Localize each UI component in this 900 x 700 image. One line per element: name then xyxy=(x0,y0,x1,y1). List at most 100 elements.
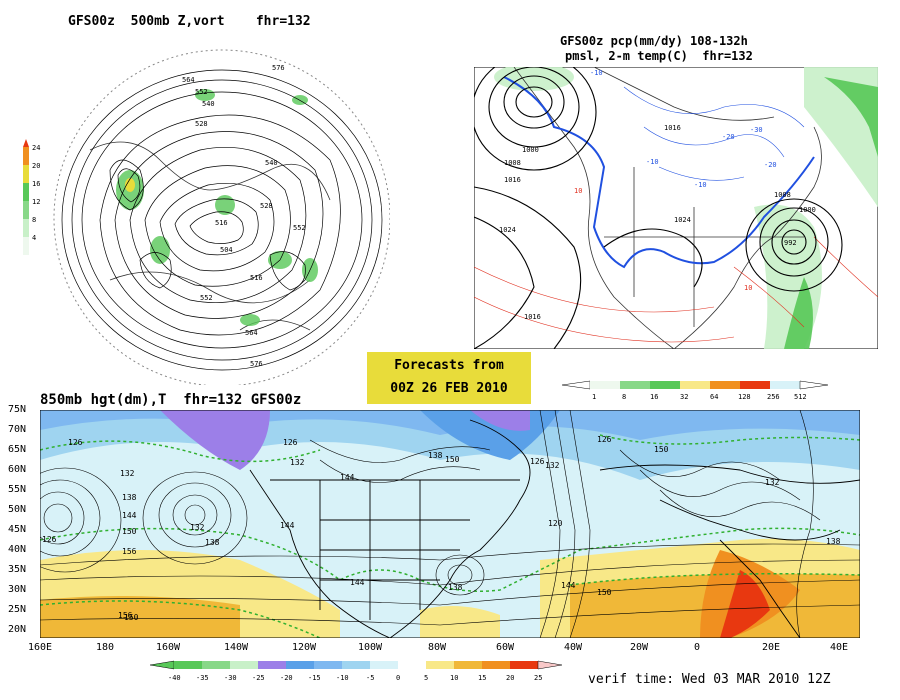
isobar-label: 1008 xyxy=(774,191,791,199)
lon-label: 180 xyxy=(96,642,115,653)
height-label: 132 xyxy=(190,523,205,532)
temp-label: 10 xyxy=(744,284,752,292)
polar-contour-label: 516 xyxy=(250,274,263,282)
lat-label: 40N xyxy=(8,544,27,555)
polar-contour-label: 552 xyxy=(195,88,208,96)
polar-contour-label: 552 xyxy=(293,224,306,232)
height-label: 144 xyxy=(561,581,576,590)
lat-label: 55N xyxy=(8,484,27,495)
precip-map: 1000 1008 1016 1024 992 1008 1000 1016 1… xyxy=(474,67,878,349)
lat-label: 70N xyxy=(8,424,27,435)
lat-label: 60N xyxy=(8,464,27,475)
polar-contour-label: 540 xyxy=(265,159,278,167)
lon-label: 40E xyxy=(830,642,849,653)
height-label: 144 xyxy=(280,521,295,530)
height-label: 126 xyxy=(530,457,545,466)
height-label: 150 xyxy=(654,445,669,454)
polar-colorbar-tick: 20 xyxy=(32,162,40,170)
height-label: 132 xyxy=(765,478,780,487)
height-label: 156 xyxy=(118,611,133,620)
lon-label: 160E xyxy=(28,642,53,653)
lon-label: 60W xyxy=(496,642,515,653)
height-label: 150 xyxy=(445,455,460,464)
height-label: 126 xyxy=(597,435,612,444)
lat-axis: 75N 70N 65N 60N 55N 50N 45N 40N 35N 30N … xyxy=(8,404,40,644)
height-label: 132 xyxy=(120,469,135,478)
temp-colorbar-tick: -15 xyxy=(308,674,321,682)
height-label: 132 xyxy=(545,461,560,470)
polar-contour-label: 576 xyxy=(272,64,285,72)
height-label: 138 xyxy=(205,538,220,547)
temp-colorbar-tick: -40 xyxy=(168,674,181,682)
lat-label: 35N xyxy=(8,564,27,575)
verif-time: verif time: Wed 03 MAR 2010 12Z xyxy=(588,672,831,687)
temp-label: -20 xyxy=(722,133,735,141)
lat-label: 25N xyxy=(8,604,27,615)
temp-label: -30 xyxy=(750,126,763,134)
height-label: 138 xyxy=(428,451,443,460)
temp-colorbar: -40 -35 -30 -25 -20 -15 -10 -5 0 5 10 15… xyxy=(150,660,563,682)
height-label: 144 xyxy=(340,473,355,482)
lon-label: 20W xyxy=(630,642,649,653)
precip-panel-title-line1: GFS00z pcp(mm/dy) 108-132h xyxy=(560,34,748,48)
temp-colorbar-tick: -25 xyxy=(252,674,265,682)
precip-panel-title-line2: pmsl, 2-m temp(C) fhr=132 xyxy=(565,49,753,63)
lon-label: 120W xyxy=(292,642,317,653)
polar-panel-title: GFS00z 500mb Z,vort fhr=132 xyxy=(68,14,311,29)
height-label: 150 xyxy=(122,527,137,536)
lat-label: 45N xyxy=(8,524,27,535)
temp-colorbar-tick: -20 xyxy=(280,674,293,682)
temp-label: -10 xyxy=(694,181,707,189)
height-label: 150 xyxy=(124,613,139,622)
polar-contour-label: 576 xyxy=(250,360,263,368)
banner-line1: Forecasts from xyxy=(394,358,504,373)
polar-contour-label: 564 xyxy=(245,329,258,337)
isobar-label: 1000 xyxy=(522,146,539,154)
isobar-label: 1008 xyxy=(504,159,521,167)
height-label: 156 xyxy=(122,547,137,556)
isobar-label: 1016 xyxy=(504,176,521,184)
lon-label: 160W xyxy=(156,642,181,653)
precip-colorbar-tick: 256 xyxy=(767,393,780,401)
height-label: 144 xyxy=(122,511,137,520)
isobar-label: 1000 xyxy=(799,206,816,214)
polar-map: 576 564 552 540 528 516 504 516 528 540 … xyxy=(53,49,390,385)
temp-colorbar-tick: -35 xyxy=(196,674,209,682)
temp-colorbar-tick: -5 xyxy=(366,674,374,682)
precip-colorbar-tick: 32 xyxy=(680,393,688,401)
temp-label: -20 xyxy=(764,161,777,169)
lon-label: 20E xyxy=(762,642,781,653)
polar-contour-label: 564 xyxy=(182,76,195,84)
temp-colorbar-tick: 0 xyxy=(396,674,400,682)
temp-label: -10 xyxy=(646,158,659,166)
lon-label: 100W xyxy=(358,642,383,653)
precip-colorbar: 1 8 16 32 64 128 256 512 xyxy=(562,380,829,401)
polar-colorbar: 24 20 16 12 8 4 xyxy=(23,139,40,255)
height-label: 126 xyxy=(68,438,83,447)
height-label: 150 xyxy=(597,588,612,597)
temp-colorbar-tick: 15 xyxy=(478,674,486,682)
forecast-banner: Forecasts from 00Z 26 FEB 2010 xyxy=(367,352,531,404)
precip-colorbar-tick: 8 xyxy=(622,393,626,401)
isobar-label: 1016 xyxy=(524,313,541,321)
banner-line2: 00Z 26 FEB 2010 xyxy=(390,381,508,396)
polar-contour-label: 504 xyxy=(220,246,233,254)
polar-colorbar-tick: 12 xyxy=(32,198,40,206)
isobar-label: 1024 xyxy=(499,226,516,234)
temp-colorbar-tick: -10 xyxy=(336,674,349,682)
polar-colorbar-tick: 4 xyxy=(32,234,36,242)
temp-colorbar-tick: 5 xyxy=(424,674,428,682)
isobar-label: 1016 xyxy=(664,124,681,132)
height-label: 132 xyxy=(290,458,305,467)
polar-colorbar-tick: 8 xyxy=(32,216,36,224)
lon-axis: 160E 180 160W 140W 120W 100W 80W 60W 40W… xyxy=(28,642,878,656)
height-label: 138 xyxy=(122,493,137,502)
polar-contour-label: 552 xyxy=(200,294,213,302)
isobar-label: 992 xyxy=(784,239,797,247)
temp-colorbar-tick: 20 xyxy=(506,674,514,682)
isobar-label: 1024 xyxy=(674,216,691,224)
main-map: 126 132 138 144 150 156 126 132 138 144 … xyxy=(40,410,860,638)
polar-map-boundary xyxy=(53,49,390,385)
lat-label: 50N xyxy=(8,504,27,515)
lon-label: 0 xyxy=(694,642,701,653)
